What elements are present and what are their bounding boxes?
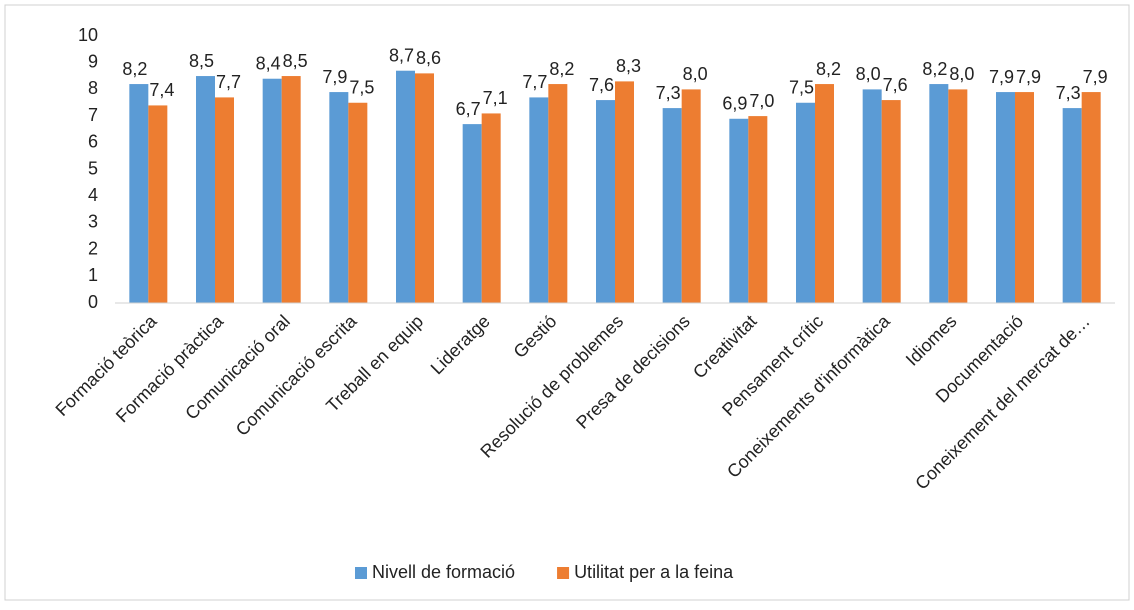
bar bbox=[348, 102, 368, 303]
data-label: 7,7 bbox=[522, 72, 547, 92]
bar bbox=[681, 89, 701, 304]
data-label: 7,3 bbox=[1056, 83, 1081, 103]
data-label: 7,6 bbox=[589, 75, 614, 95]
legend-swatch bbox=[557, 567, 570, 579]
bar bbox=[396, 70, 415, 304]
bar bbox=[196, 76, 215, 303]
y-tick-label: 4 bbox=[88, 185, 98, 205]
data-label: 8,7 bbox=[389, 45, 414, 65]
legend-swatch bbox=[355, 567, 367, 579]
y-tick-label: 1 bbox=[88, 265, 98, 285]
bar bbox=[1015, 92, 1034, 303]
bar bbox=[929, 84, 949, 303]
data-label: 8,0 bbox=[949, 64, 974, 84]
y-tick-label: 0 bbox=[88, 292, 98, 312]
bar bbox=[148, 105, 168, 303]
bar bbox=[615, 81, 634, 303]
bar bbox=[548, 84, 568, 303]
data-label: 7,3 bbox=[656, 83, 681, 103]
data-label: 7,7 bbox=[216, 72, 241, 92]
data-label: 7,9 bbox=[1083, 67, 1108, 87]
data-label: 7,6 bbox=[883, 75, 908, 95]
data-label: 8,2 bbox=[549, 59, 574, 79]
bar bbox=[815, 84, 834, 303]
data-label: 8,0 bbox=[856, 64, 881, 84]
data-label: 7,0 bbox=[749, 91, 774, 111]
data-label: 8,4 bbox=[256, 53, 281, 73]
bar bbox=[729, 118, 749, 304]
bar bbox=[948, 89, 968, 304]
bar bbox=[262, 78, 282, 303]
y-tick-label: 9 bbox=[88, 51, 98, 71]
data-label: 8,2 bbox=[922, 59, 947, 79]
data-label: 8,6 bbox=[416, 48, 441, 68]
bar bbox=[529, 97, 549, 303]
bar bbox=[329, 92, 349, 303]
legend-label: Nivell de formació bbox=[372, 562, 515, 582]
y-tick-label: 3 bbox=[88, 212, 98, 232]
y-tick-label: 2 bbox=[88, 238, 98, 258]
data-label: 8,5 bbox=[283, 51, 308, 71]
bar bbox=[481, 113, 501, 304]
y-tick-label: 5 bbox=[88, 158, 98, 178]
y-tick-label: 10 bbox=[78, 25, 98, 45]
y-tick-label: 6 bbox=[88, 132, 98, 152]
bar bbox=[1062, 108, 1082, 303]
data-label: 7,5 bbox=[789, 78, 814, 98]
bar bbox=[996, 92, 1015, 303]
data-label: 6,9 bbox=[722, 94, 747, 114]
data-label: 8,2 bbox=[816, 59, 841, 79]
data-label: 7,9 bbox=[1016, 67, 1041, 87]
bar bbox=[1081, 92, 1101, 303]
bar bbox=[862, 89, 882, 304]
data-label: 7,5 bbox=[349, 78, 374, 98]
data-label: 8,2 bbox=[122, 59, 147, 79]
data-label: 7,1 bbox=[483, 88, 508, 108]
bar bbox=[748, 116, 768, 303]
data-label: 7,4 bbox=[149, 80, 174, 100]
y-tick-label: 8 bbox=[88, 78, 98, 98]
data-label: 8,0 bbox=[683, 64, 708, 84]
bar bbox=[462, 124, 482, 303]
bar bbox=[415, 73, 434, 303]
bar bbox=[881, 100, 901, 303]
bar bbox=[796, 102, 815, 303]
legend-label: Utilitat per a la feina bbox=[574, 562, 734, 582]
data-label: 8,3 bbox=[616, 56, 641, 76]
y-tick-label: 7 bbox=[88, 105, 98, 125]
data-label: 7,9 bbox=[989, 67, 1014, 87]
data-label: 7,9 bbox=[322, 67, 347, 87]
bar bbox=[596, 100, 615, 303]
bar bbox=[662, 108, 682, 303]
bar bbox=[129, 84, 149, 303]
bar bbox=[281, 76, 301, 303]
bar bbox=[215, 97, 234, 303]
data-label: 8,5 bbox=[189, 51, 214, 71]
data-label: 6,7 bbox=[456, 99, 481, 119]
